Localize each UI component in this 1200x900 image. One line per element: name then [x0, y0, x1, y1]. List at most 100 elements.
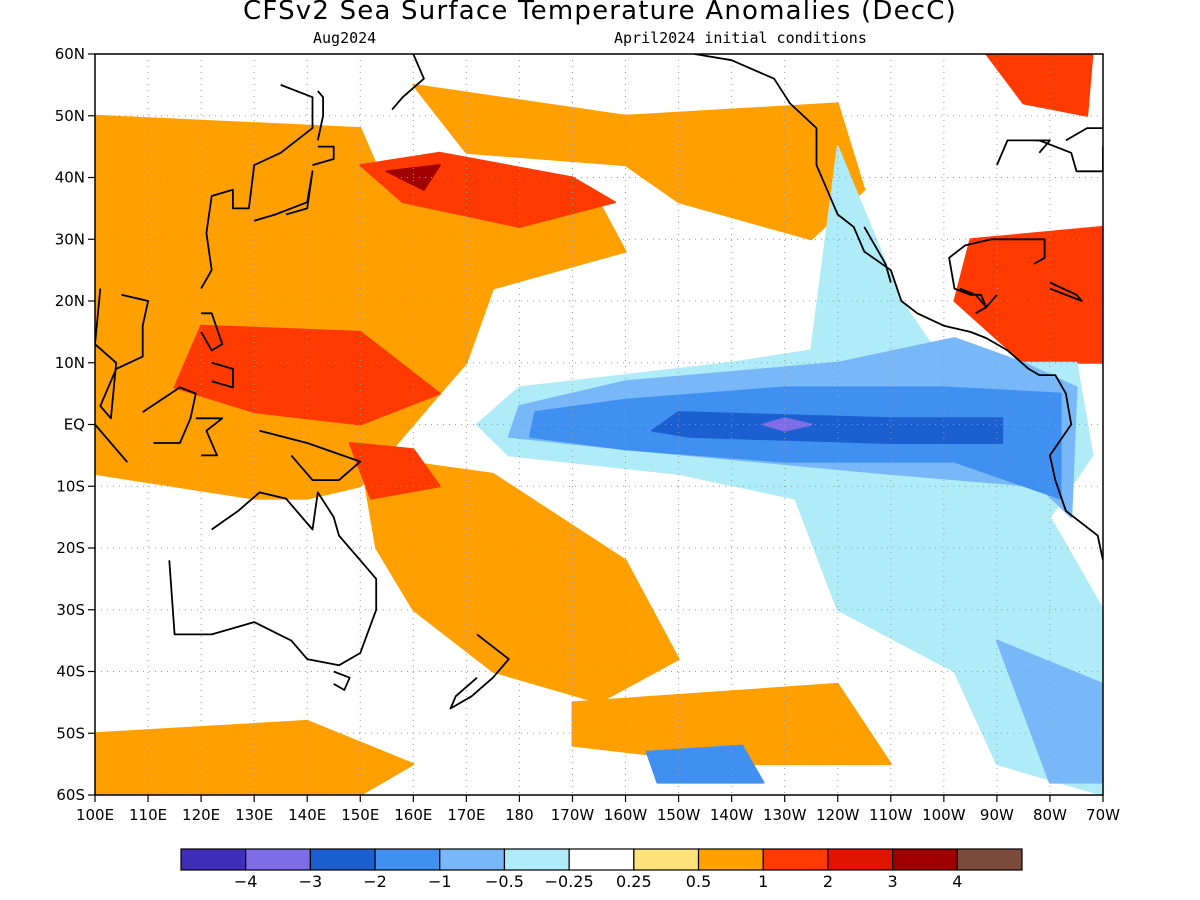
anomaly-region — [529, 386, 1062, 500]
latitude-axis: 60N 50N 40N 30N 20N 10N EQ 10S 20S 30S 40S 50S 60S — [55, 45, 95, 804]
valid-month-label: Aug2024 — [313, 29, 377, 47]
lon-tick-label: 100E — [76, 806, 114, 824]
coastline — [195, 417, 224, 457]
coastline — [316, 90, 325, 141]
coastline — [1034, 139, 1051, 154]
lat-tick-label: 50N — [55, 107, 85, 125]
lon-tick-label: 140E — [288, 806, 326, 824]
legend-label: 2 — [822, 872, 834, 891]
lat-tick-label: 40N — [55, 169, 85, 187]
coastline — [259, 429, 362, 482]
lat-tick-label: 20N — [55, 292, 85, 310]
coastline — [449, 633, 510, 710]
lon-tick-label: 80W — [1033, 806, 1067, 824]
anomaly-region — [173, 324, 441, 426]
legend-swatch — [180, 848, 247, 871]
legend-swatch — [762, 848, 829, 871]
lat-tick-label: 10S — [56, 477, 85, 495]
coastline — [142, 386, 197, 444]
anomaly-region — [95, 719, 415, 795]
lon-tick-label: 140W — [710, 806, 754, 824]
legend-label: −0.5 — [485, 872, 524, 891]
anomaly-region — [651, 411, 1004, 444]
lon-tick-label: 150E — [341, 806, 379, 824]
coastlines — [95, 54, 1103, 710]
initial-conditions-label: April2024 initial conditions — [614, 29, 867, 47]
coastline — [95, 423, 128, 463]
coastline — [200, 84, 314, 290]
legend-swatch — [827, 848, 894, 871]
lat-tick-label: 30S — [56, 601, 85, 619]
coastline — [694, 54, 1103, 561]
longitude-axis: 100E 110E 120E 130E 140E 150E 160E 170E 180 170W 1… — [76, 795, 1120, 824]
lon-tick-label: 130E — [235, 806, 273, 824]
legend-swatch — [309, 848, 376, 871]
legend-swatch — [439, 848, 506, 871]
lon-tick-label: 160E — [394, 806, 432, 824]
coastline — [948, 238, 1046, 309]
legend-label: 3 — [887, 872, 898, 891]
legend-swatch — [374, 848, 441, 871]
lon-tick-label: 180 — [505, 806, 534, 824]
lon-tick-label: 160W — [604, 806, 648, 824]
legend-label: −0.25 — [544, 872, 594, 891]
lon-tick-label: 70W — [1086, 806, 1120, 824]
lon-tick-label: 110E — [129, 806, 167, 824]
legend-label: 4 — [952, 872, 963, 891]
legend-label: −2 — [363, 872, 387, 891]
lon-tick-label: 150W — [657, 806, 701, 824]
lon-tick-label: 100W — [922, 806, 966, 824]
legend-swatch — [956, 848, 1023, 871]
legend-swatch — [568, 848, 635, 871]
lon-tick-label: 170W — [551, 806, 595, 824]
anomaly-region — [985, 54, 1094, 117]
map-title: CFSv2 Sea Surface Temperature Anomalies … — [243, 0, 957, 26]
legend-swatch — [633, 848, 700, 871]
graticule — [95, 54, 1103, 795]
lat-tick-label: 10N — [55, 354, 85, 372]
coastline — [95, 288, 150, 420]
coastline — [996, 139, 1103, 173]
lon-tick-label: 170E — [447, 806, 485, 824]
legend-label: 0.25 — [616, 872, 652, 891]
coastline — [211, 361, 234, 389]
coastline — [1065, 127, 1103, 142]
legend-swatch — [245, 848, 311, 871]
color-legend — [180, 848, 1023, 871]
lat-tick-label: 30N — [55, 230, 85, 248]
legend-label: 0.5 — [685, 872, 712, 891]
legend-label: −1 — [427, 872, 452, 891]
coastline — [168, 491, 378, 667]
lon-tick-label: 130W — [763, 806, 807, 824]
coastline — [863, 226, 892, 283]
lat-tick-label: EQ — [64, 416, 85, 434]
coastline — [312, 145, 335, 166]
lat-tick-label: 60N — [55, 45, 85, 63]
lat-tick-label: 60S — [56, 786, 85, 804]
coastline — [253, 170, 314, 222]
legend-swatch — [697, 848, 764, 871]
coastline — [200, 312, 224, 352]
coastline — [1049, 281, 1083, 302]
lat-tick-label: 20S — [56, 539, 85, 557]
legend-swatch — [892, 848, 958, 871]
anomaly-fill-layers — [95, 54, 1103, 795]
lat-tick-label: 50S — [56, 724, 85, 742]
anomaly-region — [762, 417, 813, 432]
anomaly-region — [348, 442, 441, 500]
anomaly-region — [995, 639, 1103, 784]
lon-tick-label: 120E — [182, 806, 220, 824]
coastline — [959, 287, 988, 315]
anomaly-region — [645, 744, 765, 784]
legend-swatch — [503, 848, 570, 871]
legend-label: 1 — [758, 872, 769, 891]
lon-tick-label: 110W — [869, 806, 913, 824]
legend-label: −3 — [298, 872, 323, 891]
lat-tick-label: 40S — [56, 663, 85, 681]
anomaly-region — [476, 145, 1103, 795]
coastline — [333, 670, 351, 691]
lon-tick-label: 90W — [980, 806, 1014, 824]
lon-tick-label: 120W — [816, 806, 860, 824]
legend-label: −4 — [233, 872, 258, 891]
